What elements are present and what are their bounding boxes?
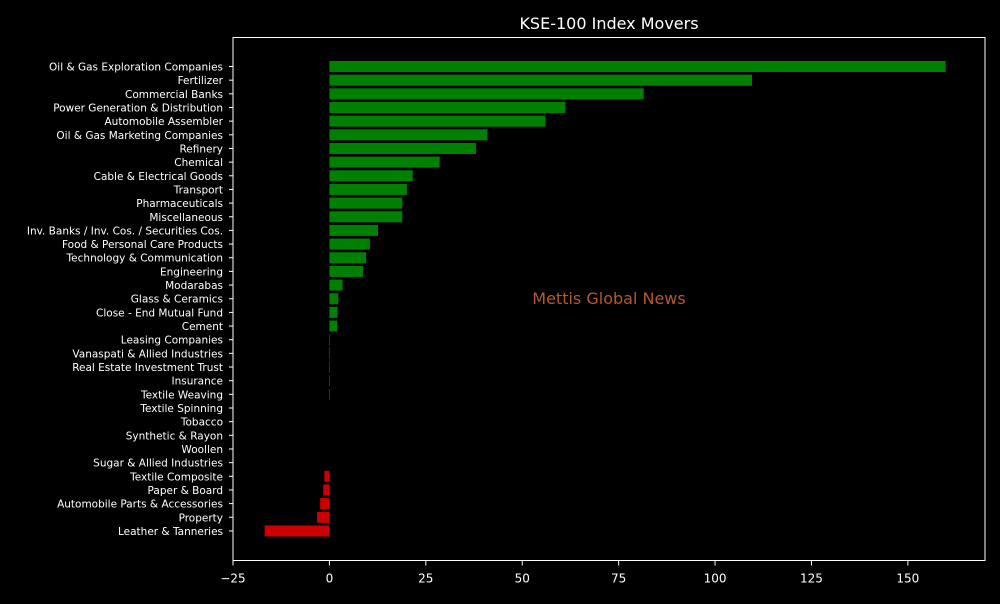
category-label: Oil & Gas Marketing Companies [56, 130, 223, 142]
category-label: Oil & Gas Exploration Companies [49, 62, 223, 74]
category-label: Chemical [174, 157, 223, 169]
category-label: Cable & Electrical Goods [94, 171, 223, 183]
category-label: Glass & Ceramics [131, 294, 223, 306]
bar [329, 361, 331, 373]
category-label: Commercial Banks [125, 89, 223, 101]
x-tick-label: 0 [326, 572, 334, 586]
bar [329, 61, 946, 72]
category-label: Synthetic & Rayon [126, 430, 223, 442]
category-label: Engineering [160, 266, 223, 278]
category-label: Automobile Parts & Accessories [57, 499, 223, 511]
category-label: Property [179, 512, 223, 524]
category-label: Textile Composite [129, 471, 223, 483]
bar [329, 265, 363, 277]
category-label: Power Generation & Distribution [53, 102, 223, 114]
x-tick-label: 50 [515, 572, 530, 586]
bar [329, 156, 440, 168]
bar [329, 238, 370, 250]
category-label: Modarabas [165, 280, 223, 292]
bar [329, 115, 546, 127]
bar [323, 484, 330, 496]
x-tick-label: 125 [800, 572, 823, 586]
bar [324, 470, 330, 482]
category-label: Fertilizer [178, 75, 224, 87]
category-label: Leasing Companies [121, 335, 223, 347]
category-label: Miscellaneous [149, 212, 223, 224]
bar [329, 375, 331, 387]
x-tick-label: 75 [611, 572, 626, 586]
bar [329, 347, 331, 359]
category-label: Transport [173, 184, 223, 196]
category-label: Food & Personal Care Products [62, 239, 223, 251]
bar [329, 320, 338, 332]
category-label: Technology & Communication [66, 253, 223, 265]
watermark-text: Mettis Global News [532, 289, 685, 308]
category-label: Refinery [179, 143, 223, 155]
bar [329, 388, 331, 400]
category-label: Woollen [181, 444, 223, 456]
axes-frame [232, 37, 986, 561]
category-label: Textile Spinning [139, 403, 223, 415]
bar [329, 252, 367, 264]
category-label: Leather & Tanneries [118, 526, 223, 538]
category-label: Pharmaceuticals [136, 198, 223, 210]
category-label: Vanaspati & Allied Industries [72, 348, 223, 360]
bar [317, 511, 330, 523]
category-label: Textile Weaving [140, 389, 223, 401]
category-label: Inv. Banks / Inv. Cos. / Securities Cos. [27, 225, 223, 237]
bar [329, 170, 413, 182]
category-label: Automobile Assembler [105, 116, 224, 128]
bar [329, 129, 488, 141]
category-labels: Oil & Gas Exploration CompaniesFertilize… [27, 62, 233, 538]
bar [320, 498, 330, 510]
bar [329, 183, 407, 195]
category-label: Real Estate Investment Trust [72, 362, 223, 374]
chart-title: KSE-100 Index Movers [519, 14, 698, 33]
bar [329, 306, 338, 318]
category-label: Close - End Mutual Fund [96, 307, 223, 319]
bar [329, 197, 403, 209]
bar [329, 74, 753, 86]
bars-layer [264, 61, 946, 537]
x-tick-label: 25 [418, 572, 433, 586]
category-label: Paper & Board [148, 485, 223, 497]
bar [329, 279, 343, 291]
x-axis-ticks: −25 0 25 50 75 100 125 150 [220, 560, 919, 586]
bar [329, 224, 379, 236]
category-label: Tobacco [180, 417, 223, 429]
x-tick-label: 150 [896, 572, 919, 586]
bar [329, 334, 331, 346]
bar [329, 293, 339, 305]
bar [329, 211, 403, 223]
x-tick-label: 100 [704, 572, 727, 586]
category-label: Cement [182, 321, 223, 333]
category-label: Insurance [171, 376, 223, 388]
category-label: Sugar & Allied Industries [93, 458, 223, 470]
bar [329, 101, 566, 113]
bar [329, 142, 476, 154]
bar [264, 525, 330, 537]
x-tick-label: −25 [220, 572, 245, 586]
bar [329, 88, 644, 100]
